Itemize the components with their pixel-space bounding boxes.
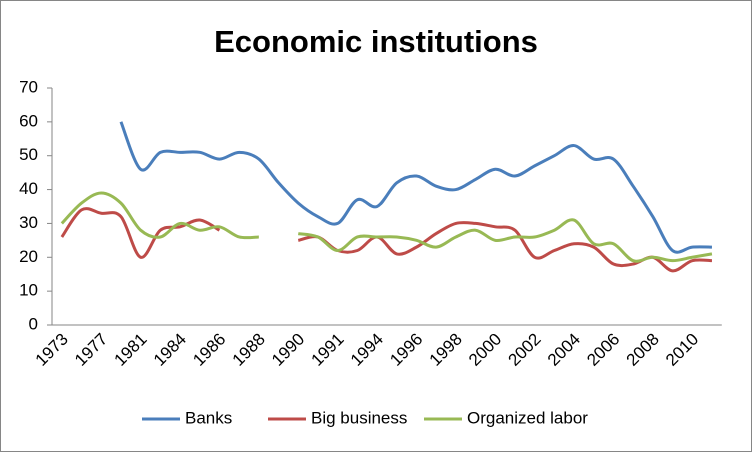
y-tick-label: 20 (19, 247, 38, 266)
y-tick-label: 10 (19, 281, 38, 300)
y-tick-label: 40 (19, 179, 38, 198)
series-line (60, 191, 713, 263)
chart-title: Economic institutions (214, 24, 538, 59)
y-tick-label: 70 (19, 77, 38, 96)
legend-label: Big business (311, 408, 407, 427)
series-line (119, 121, 712, 254)
y-tick-label: 30 (19, 213, 38, 232)
legend-label: Organized labor (467, 408, 588, 427)
y-tick-label: 0 (29, 314, 38, 333)
y-tick-label: 50 (19, 145, 38, 164)
y-tick-label: 60 (19, 111, 38, 130)
legend-label: Banks (185, 408, 232, 427)
